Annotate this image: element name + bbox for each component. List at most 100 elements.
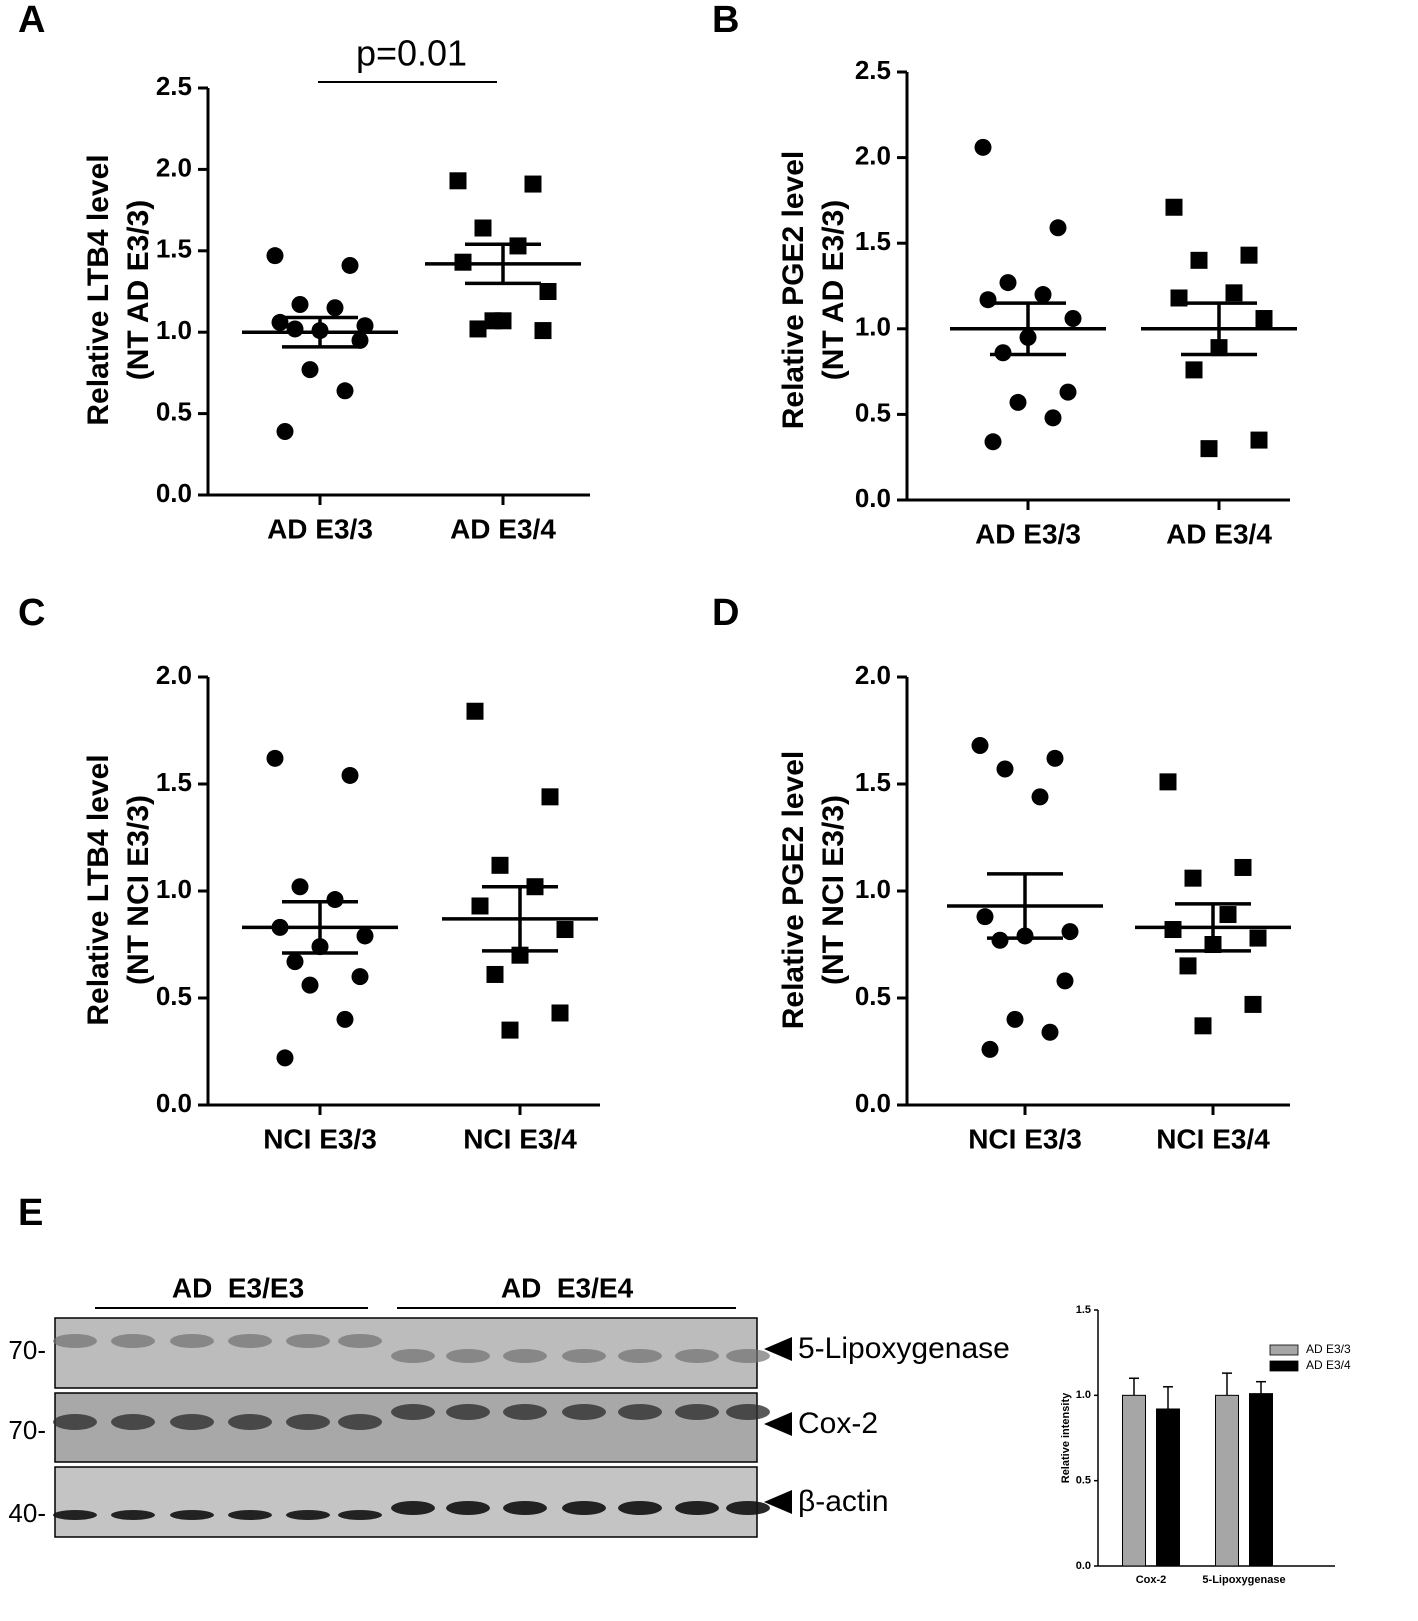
data-point <box>971 736 989 754</box>
y-tick-label: 0.0 <box>156 1088 192 1118</box>
mw-marker: 70- <box>8 1415 46 1445</box>
data-point <box>541 788 559 806</box>
data-point <box>286 953 304 971</box>
y-tick-label: 0.5 <box>855 981 891 1011</box>
x-tick-label: 5-Lipoxygenase <box>1202 1574 1285 1586</box>
y-tick-label: 1.0 <box>855 874 891 904</box>
data-point <box>1179 957 1197 975</box>
data-point <box>266 749 284 767</box>
y-axis-label: (NT NCI E3/3) <box>122 795 155 985</box>
data-point <box>326 299 344 317</box>
blot-band <box>675 1349 719 1363</box>
data-point <box>341 256 359 274</box>
blot-band <box>170 1334 214 1348</box>
blot-band <box>391 1501 435 1515</box>
data-point <box>341 766 359 784</box>
x-tick-label: Cox-2 <box>1136 1574 1167 1586</box>
data-point <box>524 175 542 193</box>
y-tick-label: 2.0 <box>855 140 891 170</box>
panel-label: E <box>18 1192 43 1234</box>
legend-label: AD E3/4 <box>1306 1358 1351 1372</box>
y-tick-label: 0.5 <box>855 397 891 427</box>
data-point <box>501 1021 519 1039</box>
y-axis-label: (NT NCI E3/3) <box>817 795 850 985</box>
data-point <box>1249 929 1267 947</box>
data-point <box>1164 921 1182 939</box>
x-tick-label: AD E3/3 <box>267 513 373 544</box>
blot-band <box>675 1404 719 1420</box>
y-tick-label: 0.0 <box>156 478 192 508</box>
data-point <box>1056 972 1074 990</box>
blot-strip <box>54 1392 758 1463</box>
data-point <box>1234 858 1252 876</box>
data-point <box>1006 1010 1024 1028</box>
blot-band <box>503 1404 547 1420</box>
data-point <box>551 1004 569 1022</box>
y-tick-label: 1.5 <box>855 767 891 797</box>
blot-band <box>170 1510 214 1520</box>
blot-band <box>53 1334 97 1348</box>
data-point <box>1244 995 1262 1013</box>
x-tick-label: AD E3/4 <box>450 513 556 544</box>
blot-band <box>618 1501 662 1515</box>
y-tick-label: 0.5 <box>156 981 192 1011</box>
x-tick-label: NCI E3/3 <box>968 1123 1082 1154</box>
data-point <box>1184 869 1202 887</box>
data-point <box>286 320 304 338</box>
blot-band <box>562 1404 606 1420</box>
data-point <box>1255 310 1273 328</box>
bar <box>1215 1394 1239 1567</box>
blot-band <box>503 1349 547 1363</box>
blot-band <box>726 1501 770 1515</box>
y-tick-label: 2.0 <box>156 152 192 182</box>
mw-marker: 40- <box>8 1498 46 1528</box>
blot-band <box>53 1510 97 1520</box>
protein-label: 5-Lipoxygenase <box>798 1332 1010 1365</box>
bar <box>1156 1408 1180 1567</box>
data-point <box>991 931 1009 949</box>
data-point <box>1185 361 1203 379</box>
data-point <box>301 976 319 994</box>
y-axis-label: Relative PGE2 level <box>777 751 810 1030</box>
data-point <box>1240 246 1258 264</box>
panel-label: D <box>712 592 739 634</box>
blot-band <box>111 1334 155 1348</box>
data-point <box>484 312 502 330</box>
blot-band <box>391 1349 435 1363</box>
data-point <box>291 878 309 896</box>
y-tick-label: 2.0 <box>156 660 192 690</box>
data-point <box>276 423 294 441</box>
blot-group-label: AD E3/E4 <box>501 1272 634 1303</box>
blot-band <box>726 1349 770 1363</box>
data-point <box>469 320 487 338</box>
data-point <box>351 331 369 349</box>
bar <box>1249 1393 1273 1567</box>
data-point <box>491 856 509 874</box>
data-point <box>449 172 467 190</box>
y-tick-label: 1.0 <box>156 315 192 345</box>
data-point <box>486 965 504 983</box>
data-point <box>1009 393 1027 411</box>
blot-band <box>170 1414 214 1430</box>
legend-label: AD E3/3 <box>1306 1342 1351 1356</box>
arrow <box>764 1337 792 1361</box>
data-point <box>534 322 552 340</box>
y-tick-label: 0.0 <box>1076 1560 1091 1572</box>
y-tick-label: 2.5 <box>156 71 192 101</box>
data-point <box>301 361 319 379</box>
data-point <box>466 702 484 720</box>
x-tick-label: NCI E3/4 <box>463 1123 577 1154</box>
data-point <box>539 283 557 300</box>
blot-band <box>446 1501 490 1515</box>
data-point <box>1061 923 1079 941</box>
blot-band <box>391 1404 435 1420</box>
legend-swatch <box>1269 1360 1299 1372</box>
data-point <box>336 1010 354 1028</box>
blot-band <box>562 1349 606 1363</box>
blot-band <box>562 1501 606 1515</box>
y-axis-label: Relative intensity <box>1060 1392 1072 1483</box>
data-point <box>351 968 369 986</box>
x-tick-label: NCI E3/4 <box>1156 1123 1270 1154</box>
data-point <box>999 274 1017 292</box>
